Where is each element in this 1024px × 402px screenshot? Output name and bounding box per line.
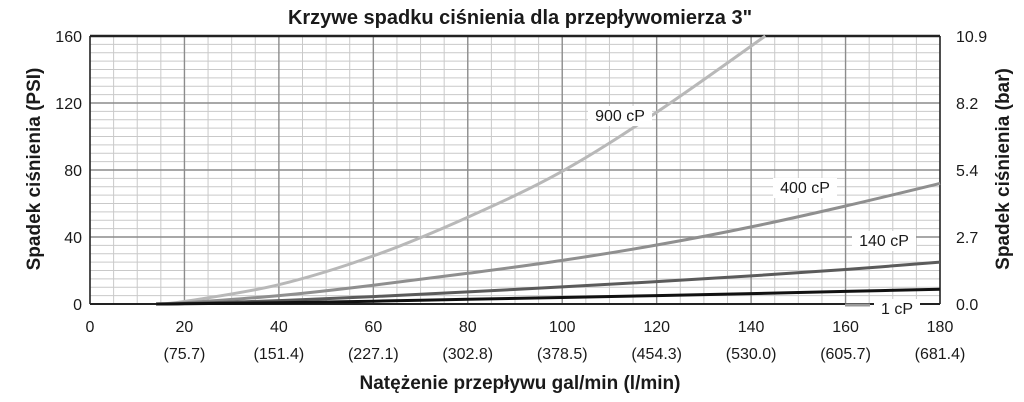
series-label-bg-400-cp xyxy=(773,178,837,198)
x-tick-label-secondary: (530.0) xyxy=(726,346,777,363)
x-tick-label: 160 xyxy=(832,319,859,336)
y-axis-label-left: Spadek ciśnienia (PSI) xyxy=(24,68,45,271)
y-tick-label-right: 5.4 xyxy=(956,163,978,180)
y-tick-label-right: 10.9 xyxy=(956,29,987,46)
series-label-140-cp: 140 cP xyxy=(859,233,909,250)
y-tick-label-left: 0 xyxy=(73,297,82,314)
series-lines xyxy=(155,34,941,306)
x-tick-label: 40 xyxy=(270,319,288,336)
y-tick-label-right: 0.0 xyxy=(956,297,978,314)
x-tick-label: 120 xyxy=(643,319,670,336)
y-axis-label-right: Spadek ciśnienia (bar) xyxy=(993,68,1014,270)
x-tick-label-secondary: (302.8) xyxy=(442,346,493,363)
x-tick-label-secondary: (227.1) xyxy=(348,346,399,363)
y-tick-label-right: 8.2 xyxy=(956,96,978,113)
series-label-900-cp: 900 cP xyxy=(595,108,645,125)
x-tick-label-secondary: (454.3) xyxy=(631,346,682,363)
series-label-bg-1-cp xyxy=(874,299,920,319)
series-label-bg-140-cp xyxy=(852,231,916,251)
tick-labels: 0 20 (75.7) 40 (151.4) 60 (227.1) 80 (302.8) 100 (… xyxy=(55,29,987,363)
x-tick-label: 100 xyxy=(549,319,576,336)
x-tick-label: 180 xyxy=(927,319,954,336)
series-label-400-cp: 400 cP xyxy=(780,180,830,197)
grid xyxy=(89,34,941,305)
y-tick-label-left: 80 xyxy=(64,163,82,180)
x-axis-label: Natężenie przepływu gal/min (l/min) xyxy=(360,373,681,394)
series-line-900-cp xyxy=(155,34,767,306)
x-tick-label: 20 xyxy=(176,319,194,336)
chart-title: Krzywe spadku ciśnienia dla przepływomie… xyxy=(288,7,752,29)
x-tick-label-secondary: (151.4) xyxy=(254,346,305,363)
x-tick-label: 140 xyxy=(738,319,765,336)
x-tick-label-secondary: (378.5) xyxy=(537,346,588,363)
y-tick-label-left: 40 xyxy=(64,230,82,247)
y-tick-label-left: 160 xyxy=(55,29,82,46)
y-tick-label-right: 2.7 xyxy=(956,230,978,247)
x-tick-label-secondary: (605.7) xyxy=(820,346,871,363)
x-tick-label: 60 xyxy=(364,319,382,336)
x-tick-label-secondary: (681.4) xyxy=(915,346,966,363)
series-line-400-cp xyxy=(156,181,941,306)
series-line-1-cp xyxy=(156,287,941,306)
series-labels: 900 cP 400 cP 140 cP 1 cP xyxy=(588,106,920,319)
x-tick-label: 80 xyxy=(459,319,477,336)
y-tick-label-left: 120 xyxy=(55,96,82,113)
x-tick-label: 0 xyxy=(86,319,95,336)
series-label-1-cp: 1 cP xyxy=(881,301,913,318)
series-label-bg-900-cp xyxy=(588,106,652,126)
x-tick-label-secondary: (75.7) xyxy=(164,346,206,363)
